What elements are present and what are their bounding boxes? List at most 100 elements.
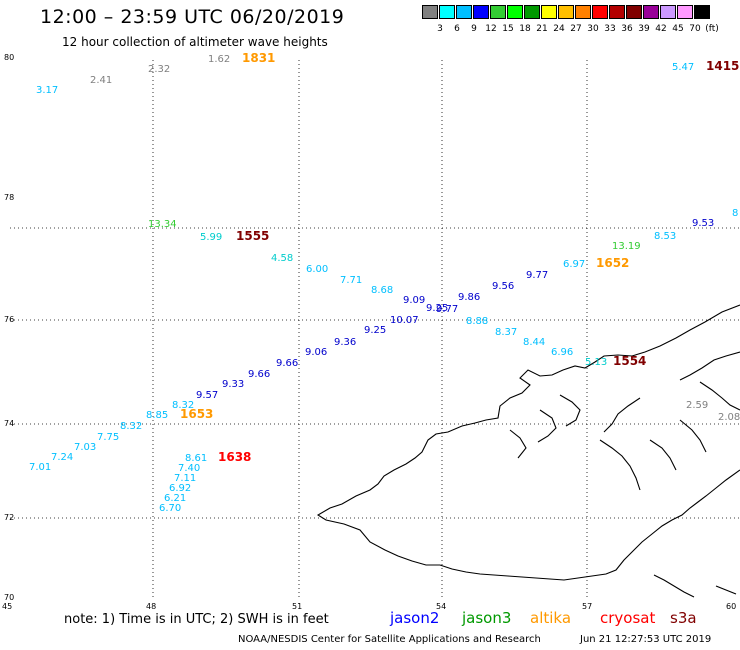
scale-swatch [575, 5, 591, 19]
wave-height-label: 9.77 [436, 304, 458, 315]
wave-height-label: 2.41 [90, 75, 112, 86]
scale-swatch [541, 5, 557, 19]
pass-time-label: 1554 [613, 354, 646, 368]
scale-swatch [626, 5, 642, 19]
wave-height-label: 9.36 [334, 337, 356, 348]
wave-height-label: 9.25 [426, 303, 448, 314]
lat-tick-label: 72 [4, 513, 14, 522]
coastline [316, 304, 740, 598]
scale-swatch [439, 5, 455, 19]
scale-swatch [507, 5, 523, 19]
wave-height-label: 9.66 [276, 358, 298, 369]
satellite-legend-item: jason2 [390, 609, 440, 627]
scale-label: 15 [502, 24, 514, 34]
satellite-legend-item: cryosat [600, 609, 656, 627]
grid-lines [10, 60, 740, 598]
pass-time-label: 1415 [706, 59, 739, 73]
scale-label: 3 [437, 24, 443, 34]
lon-tick-label: 45 [2, 602, 12, 611]
wave-height-label: 13.34 [148, 219, 177, 230]
wave-height-label: 10.07 [390, 315, 419, 326]
scale-swatch [609, 5, 625, 19]
wave-height-label: 6.97 [563, 259, 585, 270]
wave-height-label: 8.37 [495, 327, 517, 338]
wave-height-label: 13.19 [612, 241, 641, 252]
pass-time-label: 1555 [236, 229, 269, 243]
wave-height-label: 9.25 [364, 325, 386, 336]
lat-tick-label: 78 [4, 193, 14, 202]
wave-height-label: 9.06 [305, 347, 327, 358]
observation-labels: 3.17 2.41 2.32 1.62 1831 5.47 1415 13.34 5.99 155… [29, 51, 740, 514]
scale-swatch [660, 5, 676, 19]
wave-height-label: 6.70 [159, 503, 181, 514]
pass-time-label: 1638 [218, 450, 251, 464]
scale-label: 45 [672, 24, 684, 34]
scale-label: 70 [689, 24, 701, 34]
scale-swatch [490, 5, 506, 19]
scale-swatch [524, 5, 540, 19]
wave-height-label: 8.85 [146, 410, 168, 421]
scale-label: 39 [638, 24, 650, 34]
wave-height-label: 6.96 [551, 347, 573, 358]
wave-height-label: 9.33 [222, 379, 244, 390]
satellite-legend-item: s3a [670, 609, 697, 627]
wave-height-label: 8.32 [120, 421, 142, 432]
scale-swatch [643, 5, 659, 19]
wave-height-label: 3.17 [36, 85, 58, 96]
wave-height-label: 9.56 [492, 281, 514, 292]
lat-tick-label: 76 [4, 315, 14, 324]
wave-height-label: 9.09 [403, 295, 425, 306]
lon-tick-label: 51 [292, 602, 302, 611]
lon-tick-label: 54 [436, 602, 446, 611]
wave-height-label: 7.01 [29, 462, 51, 473]
scale-swatch [422, 5, 438, 19]
lon-tick-label: 48 [146, 602, 156, 611]
wave-height-label: 8.61 [185, 453, 207, 464]
wave-height-label: 5.99 [200, 232, 222, 243]
wave-height-label: 8.88 [466, 316, 488, 327]
scale-label: 21 [536, 24, 548, 34]
scale-swatch [558, 5, 574, 19]
wave-height-label: 7.03 [74, 442, 96, 453]
wave-height-label: 7.75 [97, 432, 119, 443]
scale-label: 9 [471, 24, 477, 34]
wave-height-label: 8.44 [523, 337, 545, 348]
scale-swatch [473, 5, 489, 19]
wave-height-label: 5.47 [672, 62, 694, 73]
wave-height-label: 2.08 [718, 412, 740, 423]
scale-swatch [694, 5, 710, 19]
wave-height-label: 7.11 [174, 473, 196, 484]
map-subtitle: 12 hour collection of altimeter wave hei… [62, 35, 328, 49]
wave-height-label: 8 [732, 208, 738, 219]
wave-height-label: 2.32 [148, 64, 170, 75]
lon-tick-label: 60 [726, 602, 736, 611]
wave-height-label: 9.53 [692, 218, 714, 229]
scale-swatch [456, 5, 472, 19]
scale-label: 42 [655, 24, 667, 34]
wave-height-label: 8.32 [172, 400, 194, 411]
lat-tick-label: 70 [4, 593, 14, 602]
wave-height-label: 7.40 [178, 463, 200, 474]
wave-height-label: 7.24 [51, 452, 73, 463]
scale-label: 36 [621, 24, 633, 34]
wave-height-label: 9.77 [526, 270, 548, 281]
satellite-legend-item: altika [530, 609, 572, 627]
wave-height-label: 9.66 [248, 369, 270, 380]
wave-height-label: 8.53 [654, 231, 676, 242]
pass-time-label: 1652 [596, 256, 629, 270]
wave-height-label: 9.57 [196, 390, 218, 401]
wave-height-label: 6.21 [164, 493, 186, 504]
map-title: 12:00 – 23:59 UTC 06/20/2019 [40, 6, 345, 28]
scale-unit: (ft) [705, 24, 719, 34]
lon-tick-label: 57 [582, 602, 592, 611]
scale-label: 27 [570, 24, 582, 34]
scale-label: 12 [485, 24, 497, 34]
scale-label: 30 [587, 24, 599, 34]
pass-time-label: 1653 [180, 407, 213, 421]
scale-swatch [677, 5, 693, 19]
wave-height-label: 2.59 [686, 400, 708, 411]
wave-height-label: 9.86 [458, 292, 480, 303]
scale-swatch [592, 5, 608, 19]
